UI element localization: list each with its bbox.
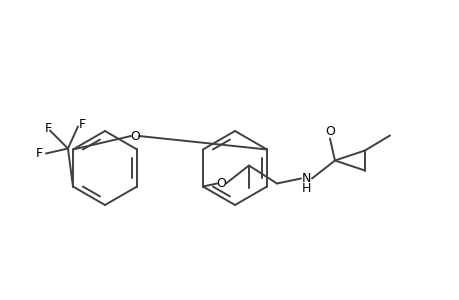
Text: F: F — [35, 147, 42, 160]
Text: O: O — [216, 177, 225, 190]
Text: F: F — [45, 122, 51, 135]
Text: F: F — [78, 118, 85, 131]
Text: H: H — [301, 182, 310, 195]
Text: O: O — [130, 130, 140, 142]
Text: O: O — [325, 125, 334, 138]
Text: N: N — [301, 172, 310, 185]
